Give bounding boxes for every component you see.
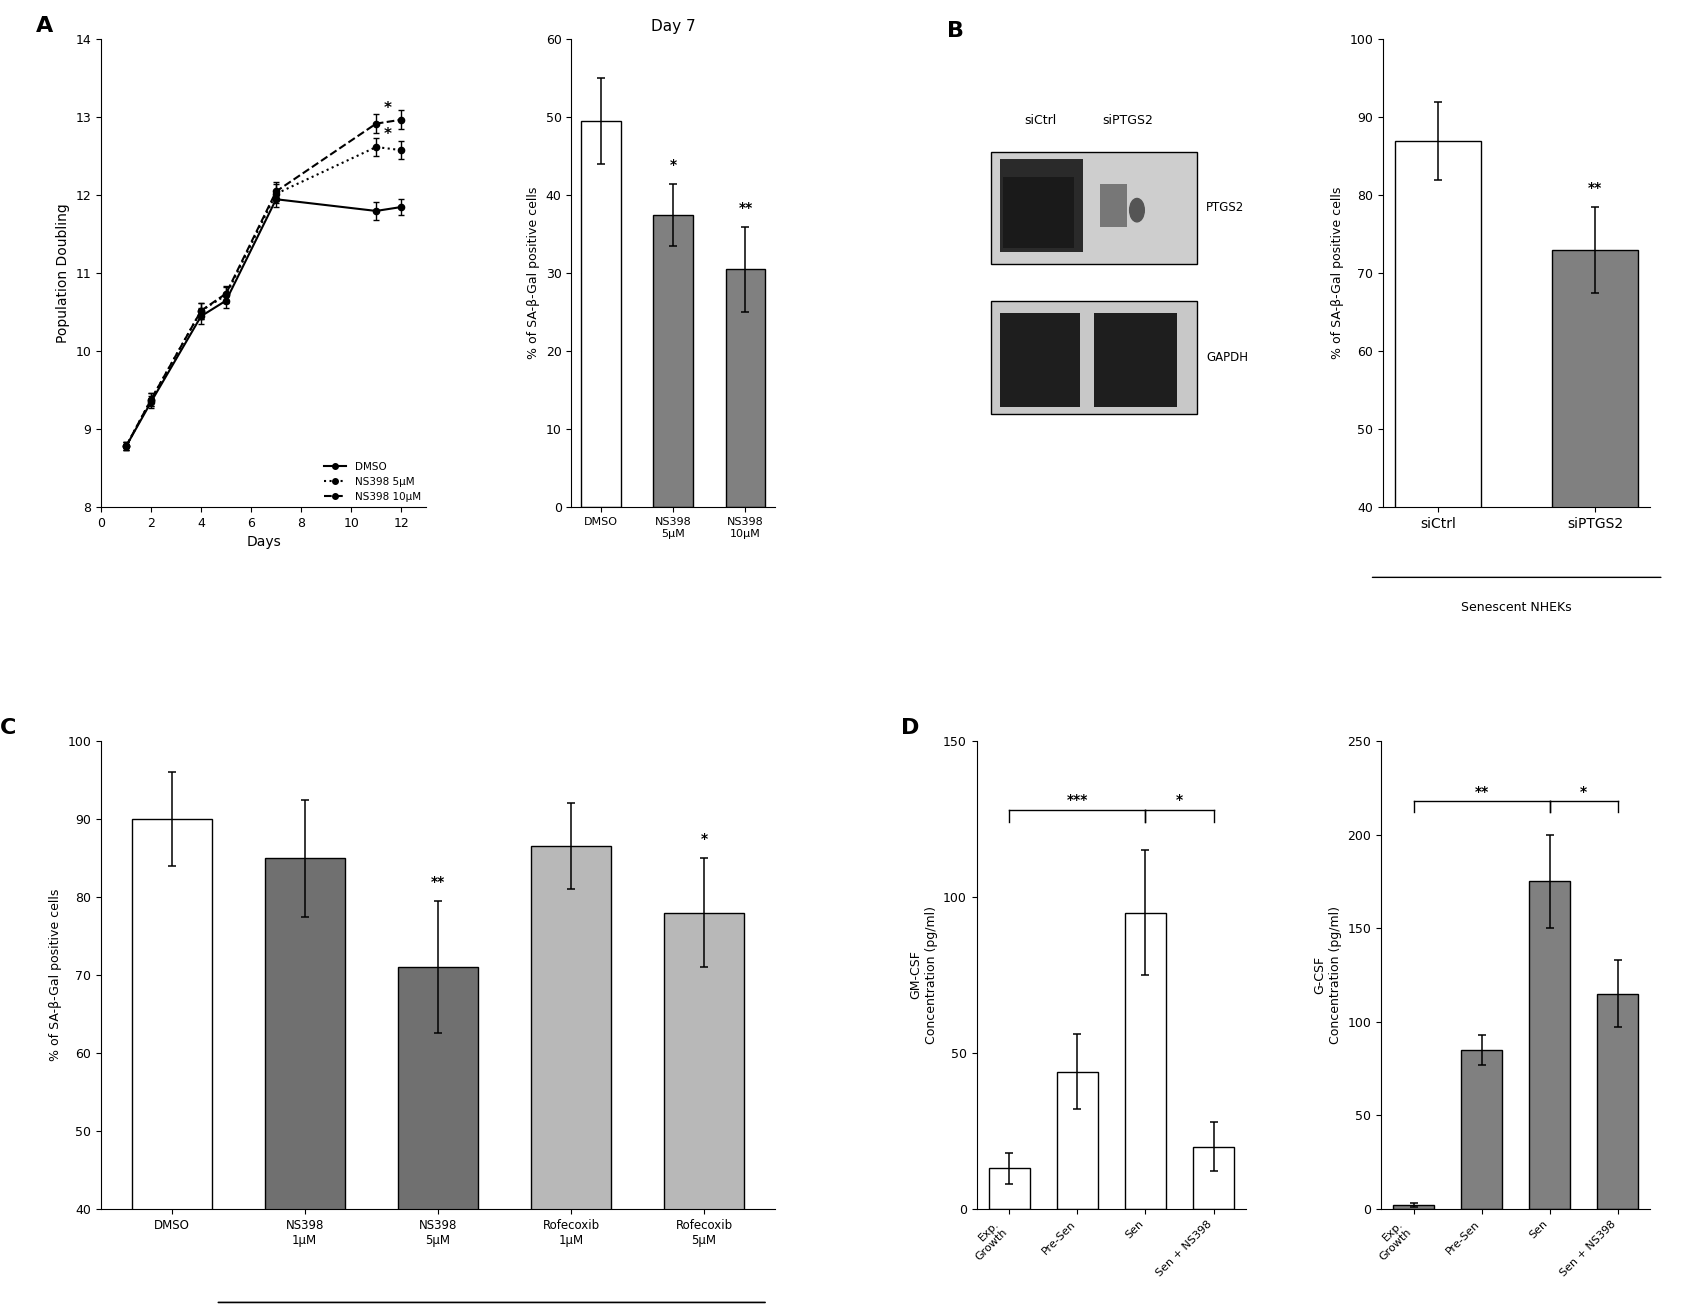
- Y-axis label: G-CSF
Concentration (pg/ml): G-CSF Concentration (pg/ml): [1314, 905, 1342, 1045]
- Bar: [653, 215, 692, 507]
- Text: siCtrl: siCtrl: [1024, 113, 1056, 126]
- Bar: [397, 967, 478, 1314]
- Bar: [264, 858, 345, 1314]
- Y-axis label: % of SA-β-Gal positive cells: % of SA-β-Gal positive cells: [1330, 187, 1344, 360]
- Text: *: *: [670, 158, 677, 172]
- Bar: [1000, 313, 1079, 406]
- Bar: [1462, 1050, 1502, 1209]
- X-axis label: Days: Days: [246, 536, 281, 549]
- Bar: [1394, 141, 1482, 819]
- Bar: [530, 846, 611, 1314]
- Text: *: *: [1175, 792, 1184, 807]
- Bar: [131, 819, 212, 1314]
- Text: *: *: [384, 101, 392, 116]
- Bar: [581, 121, 620, 507]
- Bar: [726, 269, 766, 507]
- Text: ***: ***: [1066, 792, 1088, 807]
- Text: *: *: [384, 127, 392, 142]
- Bar: [1596, 993, 1639, 1209]
- Y-axis label: % of SA-β-Gal positive cells: % of SA-β-Gal positive cells: [527, 187, 541, 360]
- Bar: [1553, 250, 1639, 819]
- Y-axis label: GM-CSF
Concentration (pg/ml): GM-CSF Concentration (pg/ml): [909, 905, 938, 1045]
- Bar: [1058, 1072, 1098, 1209]
- Text: D: D: [901, 717, 919, 737]
- Text: C: C: [0, 717, 17, 737]
- Legend: DMSO, NS398 5μM, NS398 10μM: DMSO, NS398 5μM, NS398 10μM: [323, 461, 421, 502]
- Bar: [1393, 1205, 1435, 1209]
- Title: Day 7: Day 7: [650, 20, 695, 34]
- Bar: [1004, 177, 1074, 247]
- Text: *: *: [701, 832, 707, 846]
- Bar: [1125, 913, 1165, 1209]
- Bar: [992, 301, 1197, 414]
- Text: *: *: [1580, 784, 1588, 799]
- Bar: [1000, 159, 1083, 252]
- Text: PTGS2: PTGS2: [1206, 201, 1244, 214]
- Text: **: **: [431, 875, 445, 890]
- Bar: [1192, 1147, 1234, 1209]
- Bar: [1529, 882, 1569, 1209]
- Text: B: B: [948, 21, 965, 41]
- Circle shape: [1130, 198, 1145, 222]
- Bar: [663, 913, 744, 1314]
- Text: Senescent NHEKs: Senescent NHEKs: [1462, 600, 1571, 614]
- Text: A: A: [35, 16, 54, 35]
- Bar: [992, 151, 1197, 264]
- Text: **: **: [738, 201, 753, 215]
- Text: siPTGS2: siPTGS2: [1103, 113, 1154, 126]
- Bar: [1095, 313, 1177, 406]
- Bar: [1100, 184, 1127, 226]
- Bar: [989, 1168, 1031, 1209]
- Text: **: **: [1475, 784, 1489, 799]
- Y-axis label: Population Doubling: Population Doubling: [56, 204, 71, 343]
- Y-axis label: % of SA-β-Gal positive cells: % of SA-β-Gal positive cells: [49, 888, 62, 1062]
- Text: GAPDH: GAPDH: [1206, 351, 1248, 364]
- Text: **: **: [1588, 181, 1601, 196]
